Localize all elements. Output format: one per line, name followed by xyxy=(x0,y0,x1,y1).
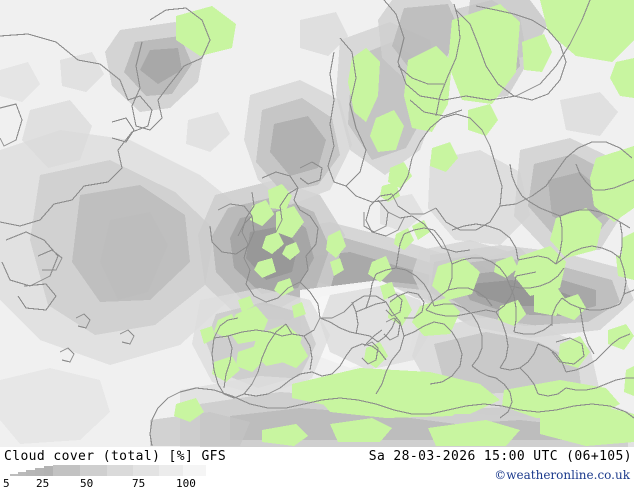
cloud-cover-map[interactable] xyxy=(0,0,634,447)
map-title: Cloud cover (total) [%] GFS xyxy=(4,449,227,464)
colorbar-swatches xyxy=(10,465,206,476)
coastlines-and-borders xyxy=(0,0,634,447)
valid-datetime: Sa 28-03-2026 15:00 UTC (06+105) xyxy=(368,449,632,464)
copyright-link[interactable]: ©weatheronline.co.uk xyxy=(494,468,630,482)
colorbar-tick: 100 xyxy=(176,477,196,490)
colorbar-tick: 75 xyxy=(132,477,146,490)
cloud-cover-colorbar xyxy=(4,465,206,476)
map-canvas xyxy=(0,0,634,447)
colorbar-tick-labels: 5 25 50 75 100 xyxy=(0,477,230,490)
map-footer: Cloud cover (total) [%] GFS Sa 28-03-202… xyxy=(0,447,634,490)
colorbar-tick: 5 xyxy=(3,477,10,490)
colorbar-tick: 50 xyxy=(80,477,94,490)
colorbar-tick: 25 xyxy=(36,477,50,490)
